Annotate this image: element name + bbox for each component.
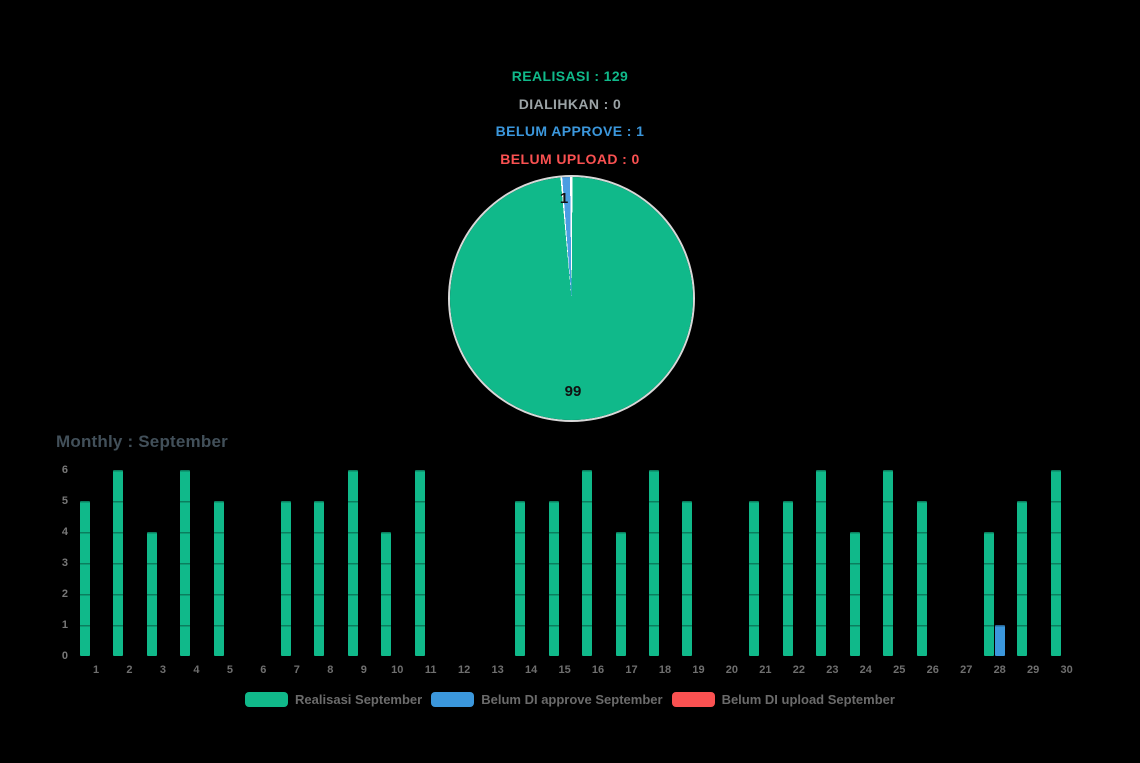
bar-day7-series0	[280, 501, 291, 656]
bar-day28-series0	[983, 532, 994, 656]
stat-realisasi: REALISASI : 129	[511, 68, 629, 84]
bar-day24-series0	[849, 532, 860, 656]
bar-day11-series0	[414, 470, 425, 656]
bar-day15-series0	[548, 501, 559, 656]
bar-day29-series0	[1017, 501, 1028, 656]
bar-day19-series0	[682, 501, 693, 656]
x-axis-tick-12: 12	[458, 664, 471, 676]
x-axis-tick-23: 23	[826, 664, 839, 676]
x-axis-tick-27: 27	[960, 664, 973, 676]
bar-day14-series0	[515, 501, 526, 656]
pie-value-belum-approve: 1	[559, 190, 569, 207]
legend-label-1: Belum DI approve September	[481, 692, 663, 707]
x-axis-tick-21: 21	[759, 664, 772, 676]
legend-swatch-1	[431, 692, 475, 707]
x-axis-tick-19: 19	[692, 664, 705, 676]
bar-day30-series0	[1050, 470, 1061, 656]
bar-day18-series0	[648, 470, 659, 656]
pie-value-realisasi: 99	[564, 383, 582, 400]
x-axis-tick-1: 1	[92, 664, 100, 676]
y-axis-tick-6: 6	[61, 463, 68, 476]
stat-belum-approve: BELUM APPROVE : 1	[495, 123, 645, 139]
y-axis-tick-5: 5	[61, 494, 68, 507]
bar-day22-series0	[782, 501, 793, 656]
x-axis-tick-4: 4	[193, 664, 200, 676]
x-axis-tick-3: 3	[159, 664, 166, 676]
bar-day25-series0	[883, 470, 894, 656]
x-axis-tick-18: 18	[658, 664, 672, 676]
legend-label-0: Realisasi September	[295, 692, 423, 707]
y-axis-tick-1: 1	[61, 618, 68, 631]
bar-day1-series0	[80, 501, 90, 656]
x-axis-tick-10: 10	[391, 664, 404, 676]
pie-circle	[450, 177, 693, 420]
chart-legend: Realisasi September Belum DI approve Sept…	[0, 692, 1140, 707]
x-axis-tick-30: 30	[1060, 664, 1073, 676]
y-axis-tick-4: 4	[61, 525, 68, 538]
x-axis-tick-5: 5	[226, 664, 233, 676]
bar-day5-series0	[213, 501, 224, 656]
bar-day4-series0	[180, 470, 191, 656]
y-axis-tick-3: 3	[61, 556, 68, 569]
x-axis-tick-11: 11	[424, 664, 437, 676]
bar-day9-series0	[347, 470, 358, 656]
x-axis-tick-28: 28	[993, 664, 1006, 676]
bar-day26-series0	[916, 501, 927, 656]
bar-day28-series1	[994, 625, 1005, 656]
x-axis-tick-6: 6	[260, 664, 267, 676]
y-axis-tick-0: 0	[61, 649, 68, 662]
x-axis-tick-14: 14	[524, 664, 538, 676]
x-axis-tick-17: 17	[625, 664, 638, 676]
x-axis-tick-8: 8	[327, 664, 334, 676]
x-axis-tick-13: 13	[491, 664, 504, 676]
bar-chart-title: Monthly : September	[56, 432, 228, 451]
legend-item-2[interactable]: Belum DI upload September	[671, 692, 895, 707]
pie-chart: 1 99	[450, 177, 693, 420]
bar-day17-series0	[615, 532, 626, 656]
x-axis-tick-2: 2	[126, 664, 133, 676]
legend-label-2: Belum DI upload September	[721, 692, 895, 707]
legend-item-0[interactable]: Realisasi September	[245, 692, 422, 707]
bar-day2-series0	[113, 470, 124, 656]
bar-day16-series0	[582, 470, 593, 656]
x-axis-tick-20: 20	[725, 664, 739, 676]
bar-chart-plot: 0 1 2 3 4 5 6 1 2 3 4 5 6 7 8 9 10 11 12 13 14 15 16 17 18 19 20 21…	[0, 460, 1140, 685]
bar-day8-series0	[314, 501, 325, 656]
summary-stats: REALISASI : 129 DIALIHKAN : 0 BELUM APPR…	[0, 63, 1140, 173]
stat-dialihkan: DIALIHKAN : 0	[518, 95, 622, 112]
legend-swatch-0	[245, 692, 289, 707]
x-axis-tick-29: 29	[1027, 664, 1040, 676]
legend-swatch-2	[671, 692, 715, 707]
x-axis-tick-25: 25	[893, 664, 906, 676]
x-axis-tick-9: 9	[360, 664, 367, 676]
x-axis-tick-22: 22	[792, 664, 805, 676]
legend-item-1[interactable]: Belum DI approve September	[431, 692, 663, 707]
x-axis-tick-26: 26	[926, 664, 939, 676]
x-axis-tick-15: 15	[558, 664, 571, 676]
bar-day3-series0	[146, 532, 157, 656]
y-axis-tick-2: 2	[61, 587, 68, 600]
bar-day23-series0	[816, 470, 827, 656]
bar-day21-series0	[749, 501, 760, 656]
stat-belum-upload: BELUM UPLOAD : 0	[500, 150, 640, 167]
bar-day10-series0	[381, 532, 392, 656]
x-axis-tick-24: 24	[859, 664, 872, 676]
x-axis-tick-7: 7	[293, 664, 300, 676]
x-axis-tick-16: 16	[591, 664, 605, 676]
